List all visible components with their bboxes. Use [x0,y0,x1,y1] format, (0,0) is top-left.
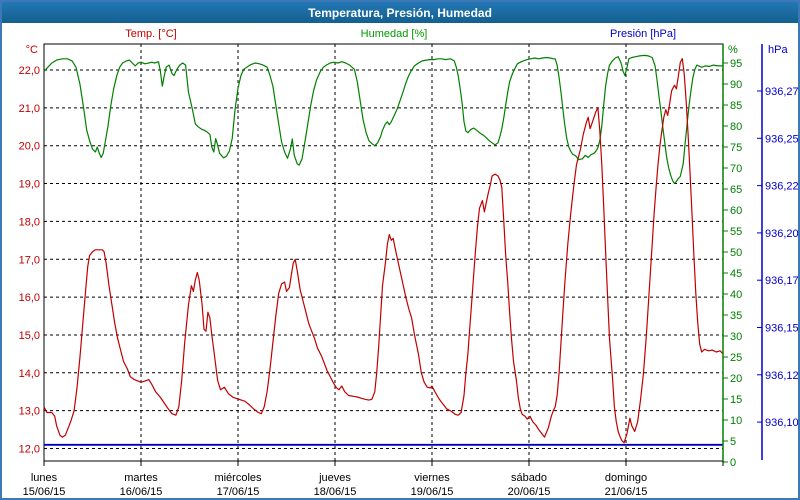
humidity-tick-label: 75 [730,142,742,154]
plot-border [43,43,724,462]
day-date-label: 17/06/15 [217,486,260,498]
temp-tick-label: 15,0 [19,330,40,342]
humidity-tick-label: 25 [730,352,742,364]
day-name-label: jueves [318,472,351,484]
day-name-label: martes [124,472,158,484]
humidity-tick-label: 5 [730,436,736,448]
humidity-tick-label: 90 [730,79,742,91]
pressure-tick-label: 936,22 [765,181,799,193]
day-name-label: lunes [31,472,58,484]
humidity-tick-label: 0 [730,457,736,469]
pressure-tick-label: 936,25 [765,133,799,145]
humidity-tick-label: 15 [730,394,742,406]
humidity-tick-label: 65 [730,184,742,196]
day-date-label: 20/06/15 [508,486,551,498]
humidity-tick-label: 95 [730,58,742,70]
day-name-label: miércoles [214,472,262,484]
humidity-tick-label: 45 [730,268,742,280]
temp-tick-label: 22,0 [19,65,40,77]
humidity-tick-label: 20 [730,373,742,385]
humedad-series-line [43,54,723,185]
day-date-label: 16/06/15 [120,486,163,498]
pressure-tick-label: 936,12 [765,370,799,382]
temperatura-series-line [43,58,724,444]
temp-tick-label: 13,0 [19,406,40,418]
window-title: Temperatura, Presión, Humedad [308,5,492,20]
humidity-tick-label: 80 [730,121,742,133]
pressure-tick-label: 936,15 [765,323,799,335]
temp-tick-label: 17,0 [19,254,40,266]
legend-pressure: Presión [hPa] [609,28,677,40]
pressure-tick-label: 936,20 [765,228,799,240]
humidity-tick-label: 10 [730,415,742,427]
temp-tick-label: 12,0 [19,444,40,456]
temp-tick-label: 20,0 [19,141,40,153]
pressure-axis-unit: hPa [768,44,788,56]
humidity-tick-label: 40 [730,289,742,301]
temp-axis-unit: °C [26,44,38,56]
humidity-tick-label: 50 [730,247,742,259]
humidity-axis-unit: % [728,44,738,56]
day-date-label: 19/06/15 [411,486,454,498]
humidity-tick-label: 85 [730,100,742,112]
temp-tick-label: 21,0 [19,103,40,115]
temp-tick-label: 18,0 [19,216,40,228]
day-name-label: domingo [605,472,647,484]
legend-temperature: Temp. [°C] [125,28,177,40]
day-name-label: viernes [414,472,450,484]
humidity-tick-label: 60 [730,205,742,217]
window-titlebar: Temperatura, Presión, Humedad [2,2,798,23]
legend-humidity: Humedad [%] [360,28,428,40]
day-date-label: 21/06/15 [605,486,648,498]
pressure-tick-label: 936,10 [765,417,799,429]
day-date-label: 15/06/15 [23,486,66,498]
temp-tick-label: 14,0 [19,368,40,380]
pressure-tick-label: 936,17 [765,275,799,287]
humidity-tick-label: 70 [730,163,742,175]
temp-tick-label: 16,0 [19,292,40,304]
humidity-tick-label: 55 [730,226,742,238]
pressure-tick-label: 936,27 [765,86,799,98]
temp-tick-label: 19,0 [19,179,40,191]
humidity-tick-label: 30 [730,331,742,343]
humidity-tick-label: 35 [730,310,742,322]
day-name-label: sábado [511,472,547,484]
day-date-label: 18/06/15 [314,486,357,498]
